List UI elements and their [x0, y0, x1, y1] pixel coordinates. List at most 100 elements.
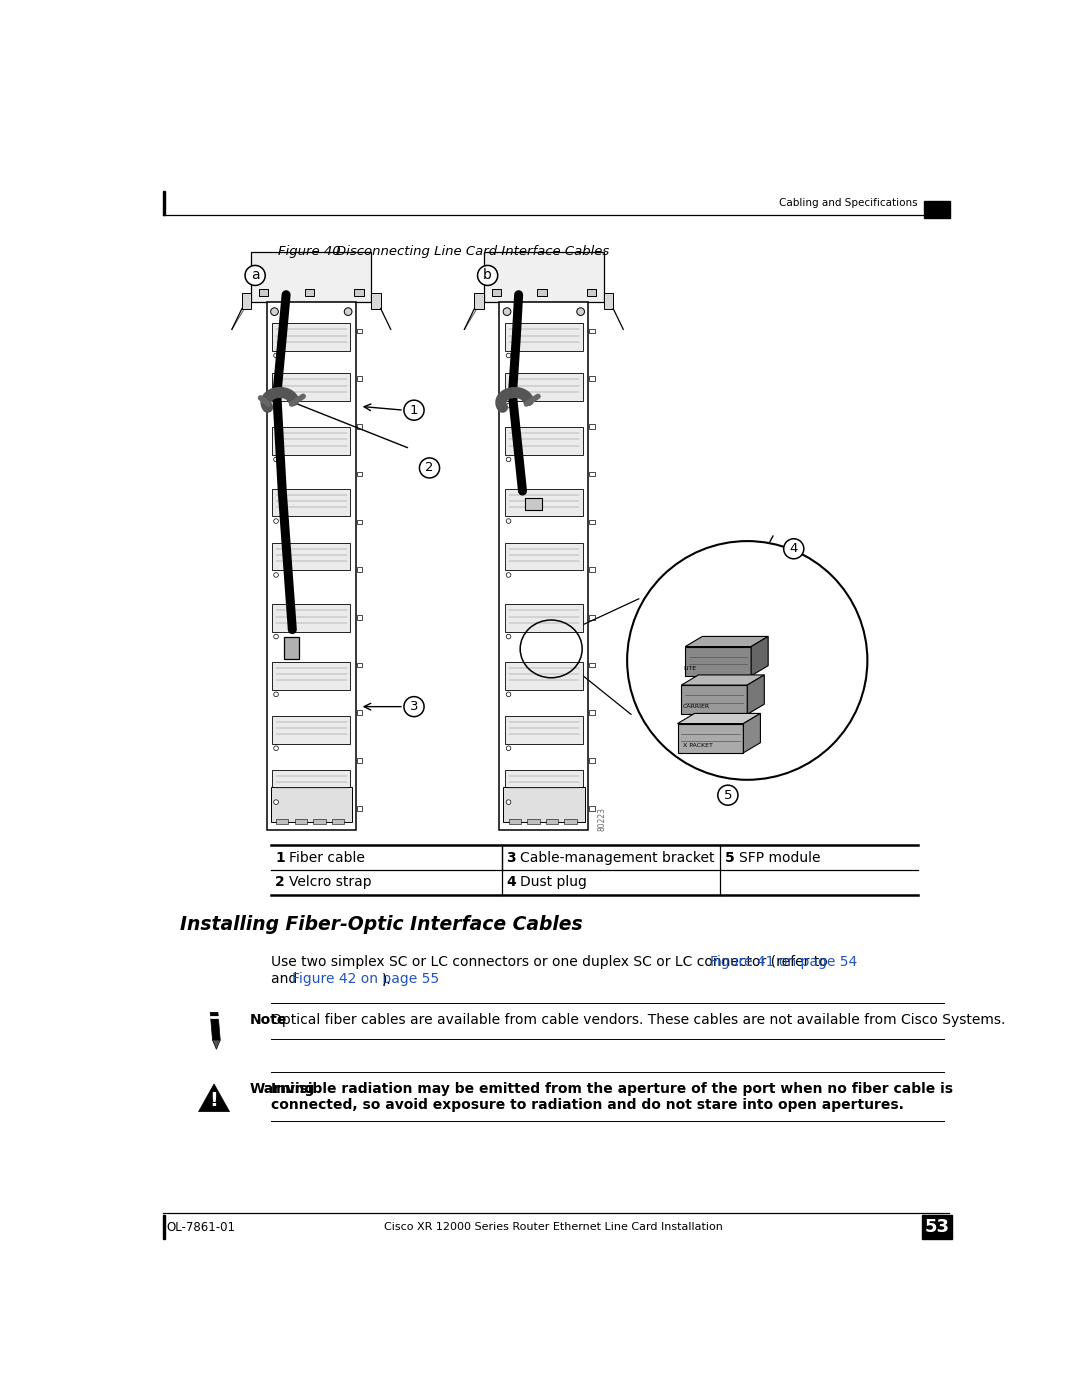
Text: X PACKET: X PACKET	[683, 743, 713, 747]
Bar	[272, 427, 350, 455]
Circle shape	[507, 634, 511, 638]
Text: Figure 41 on page 54: Figure 41 on page 54	[710, 956, 858, 970]
Bar	[356, 806, 362, 810]
Bar	[565, 819, 577, 824]
Bar	[356, 520, 362, 524]
Bar	[356, 328, 362, 334]
Circle shape	[784, 539, 804, 559]
Bar	[271, 788, 352, 823]
Text: 2: 2	[860, 679, 867, 689]
Bar	[305, 289, 314, 296]
Bar	[590, 759, 595, 763]
Circle shape	[273, 746, 279, 750]
Bar	[474, 293, 484, 309]
Bar	[590, 520, 595, 524]
Bar	[356, 376, 362, 381]
Bar	[922, 1215, 951, 1239]
Bar	[503, 788, 584, 823]
Polygon shape	[751, 637, 768, 676]
Text: 4: 4	[507, 876, 516, 890]
Bar	[242, 293, 252, 309]
Circle shape	[271, 307, 279, 316]
Circle shape	[503, 307, 511, 316]
Text: LITE: LITE	[683, 665, 696, 671]
Bar	[545, 819, 558, 824]
Text: Cisco XR 12000 Series Router Ethernet Line Card Installation: Cisco XR 12000 Series Router Ethernet Li…	[384, 1222, 723, 1232]
Bar	[354, 289, 364, 296]
Text: !: !	[210, 1091, 218, 1111]
Text: 2: 2	[275, 876, 285, 890]
Circle shape	[404, 400, 424, 420]
Text: Velcro strap: Velcro strap	[289, 876, 372, 890]
Bar	[504, 489, 583, 517]
Bar	[272, 605, 350, 631]
Text: 5: 5	[725, 851, 734, 865]
Bar	[504, 323, 583, 351]
Polygon shape	[685, 647, 751, 676]
Bar	[924, 201, 950, 218]
Bar	[590, 472, 595, 476]
Circle shape	[507, 573, 511, 577]
Circle shape	[273, 800, 279, 805]
Bar	[356, 472, 362, 476]
Text: Figure 40: Figure 40	[279, 244, 341, 257]
Text: and: and	[271, 972, 301, 986]
Bar	[163, 1215, 165, 1239]
Circle shape	[507, 353, 511, 358]
Text: 53: 53	[924, 1218, 949, 1236]
Text: 1: 1	[275, 851, 285, 865]
Bar	[590, 662, 595, 668]
Polygon shape	[743, 714, 760, 753]
Bar	[504, 662, 583, 690]
Circle shape	[718, 785, 738, 805]
Bar	[604, 293, 613, 309]
Bar	[356, 425, 362, 429]
Text: connected, so avoid exposure to radiation and do not stare into open apertures.: connected, so avoid exposure to radiatio…	[271, 1098, 904, 1112]
Circle shape	[273, 692, 279, 697]
Bar	[586, 289, 596, 296]
Text: Cable-management bracket: Cable-management bracket	[521, 851, 715, 865]
Bar	[504, 605, 583, 631]
Text: b: b	[483, 268, 492, 282]
Circle shape	[507, 518, 511, 524]
Bar	[525, 497, 542, 510]
Bar	[590, 567, 595, 571]
Text: 4: 4	[789, 542, 798, 555]
Circle shape	[273, 573, 279, 577]
Circle shape	[507, 800, 511, 805]
Bar	[590, 328, 595, 334]
Circle shape	[345, 307, 352, 316]
Bar	[252, 253, 372, 302]
Polygon shape	[681, 675, 765, 685]
Text: CARRIER: CARRIER	[683, 704, 710, 710]
Bar	[484, 253, 604, 302]
Circle shape	[273, 404, 279, 408]
Text: ).: ).	[382, 972, 392, 986]
Text: Fiber cable: Fiber cable	[289, 851, 365, 865]
Text: OL-7861-01: OL-7861-01	[166, 1221, 235, 1234]
Polygon shape	[747, 675, 765, 714]
Bar	[590, 615, 595, 620]
Circle shape	[507, 692, 511, 697]
Text: 3: 3	[409, 700, 418, 712]
Circle shape	[419, 458, 440, 478]
Polygon shape	[211, 1013, 220, 1039]
Circle shape	[507, 404, 511, 408]
Circle shape	[273, 634, 279, 638]
Bar	[590, 425, 595, 429]
Text: Warning: Warning	[249, 1083, 315, 1097]
Polygon shape	[677, 714, 760, 724]
Bar	[372, 293, 380, 309]
Text: Dust plug: Dust plug	[521, 876, 588, 890]
Circle shape	[507, 457, 511, 462]
Bar	[504, 373, 583, 401]
Bar	[295, 819, 307, 824]
Bar	[356, 662, 362, 668]
Bar	[504, 542, 583, 570]
Text: Optical fiber cables are available from cable vendors. These cables are not avai: Optical fiber cables are available from …	[271, 1013, 1005, 1027]
Bar	[356, 567, 362, 571]
Bar	[163, 191, 165, 215]
Bar	[504, 715, 583, 743]
Bar	[590, 806, 595, 810]
Text: 2: 2	[426, 461, 434, 475]
